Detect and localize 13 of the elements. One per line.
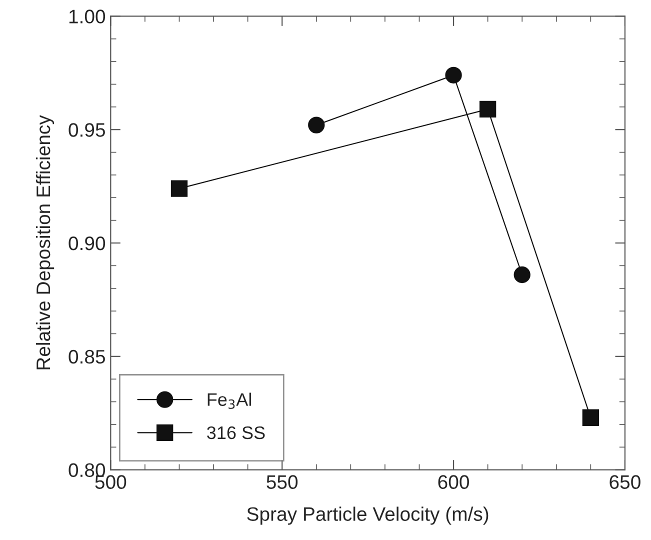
y-tick-label: 0.95 [68, 123, 105, 137]
x-tick-label: 500 [95, 475, 126, 489]
x-tick-label: 650 [610, 475, 640, 489]
y-axis-title: Relative Deposition Efficiency [36, 115, 54, 370]
x-tick-label: 550 [266, 475, 298, 489]
legend-label: Fe$_{3}$Al [208, 392, 251, 409]
x-axis-title: Spray Particle Velocity (m/s) [247, 506, 488, 525]
x-tick-label: 600 [438, 475, 469, 489]
y-tick-label: 0.80 [68, 463, 106, 478]
y-tick-label: 1.00 [69, 10, 106, 24]
y-tick-label: 0.85 [68, 350, 105, 364]
legend-label: 316 SS [207, 426, 265, 440]
y-tick-label: 0.90 [68, 236, 106, 250]
